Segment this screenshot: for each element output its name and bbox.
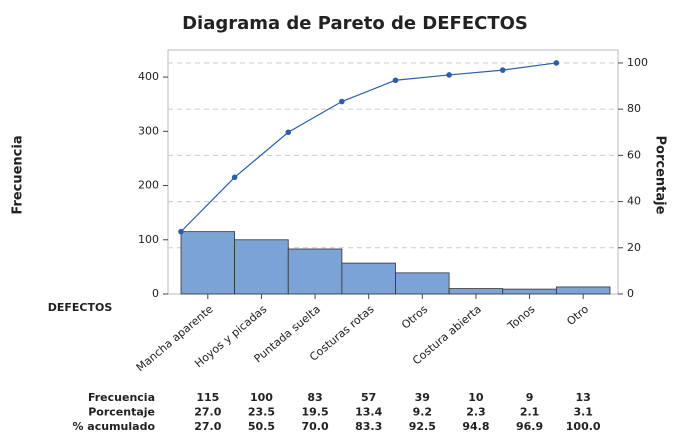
cumulative-point — [178, 228, 184, 235]
y-tick-label: 200 — [138, 179, 159, 192]
table-cell: 50.5 — [248, 420, 275, 433]
bar — [395, 272, 450, 295]
y2-tick-label: 80 — [627, 102, 641, 115]
table-cell: 70.0 — [301, 420, 328, 433]
table-cell: 94.8 — [462, 420, 489, 433]
table-cell: 2.3 — [466, 406, 486, 419]
x-axis-label: DEFECTOS — [48, 301, 113, 314]
chart-title: Diagrama de Pareto de DEFECTOS — [182, 13, 528, 34]
y2-tick-label: 100 — [627, 56, 648, 69]
y2-tick-label: 60 — [627, 148, 641, 161]
table-cell: 83 — [307, 391, 322, 404]
table-cell: 27.0 — [194, 406, 221, 419]
y-axis-label: Frecuencia — [11, 135, 26, 214]
bar — [180, 231, 236, 295]
table-cell: 23.5 — [248, 406, 275, 419]
table-row-label: Porcentaje — [88, 406, 155, 419]
table-row-label: % acumulado — [72, 420, 155, 433]
y-tick-label: 100 — [138, 233, 159, 246]
cumulative-point — [446, 72, 452, 78]
table-cell: 2.1 — [520, 406, 540, 419]
bar — [234, 239, 289, 295]
cumulative-point — [553, 60, 560, 66]
y2-tick-label: 40 — [627, 195, 641, 208]
cumulative-point — [285, 129, 292, 136]
table-cell: 115 — [196, 391, 219, 404]
table-cell: 92.5 — [409, 420, 436, 433]
cumulative-line — [180, 62, 557, 233]
table-cell: 83.3 — [355, 420, 382, 433]
table-cell: 57 — [361, 391, 376, 404]
table-cell: 9 — [526, 391, 534, 404]
cumulative-point — [231, 174, 238, 181]
cumulative-point — [339, 98, 345, 105]
y-tick-label: 300 — [138, 124, 159, 137]
y-tick-label: 400 — [138, 70, 159, 83]
bar — [341, 262, 396, 295]
bar — [287, 248, 343, 295]
table-cell: 9.2 — [413, 406, 433, 419]
y-tick-label: 0 — [152, 287, 159, 300]
cumulative-point — [392, 77, 399, 84]
table-cell: 13.4 — [355, 406, 382, 419]
table-cell: 13 — [576, 391, 591, 404]
y2-axis-label: Porcentaje — [653, 136, 668, 215]
bar — [502, 288, 557, 295]
cumulative-point — [499, 67, 506, 73]
table-cell: 10 — [468, 391, 484, 404]
table-cell: 100.0 — [566, 420, 601, 433]
table-cell: 3.1 — [573, 406, 593, 419]
table-cell: 39 — [415, 391, 430, 404]
table-cell: 96.9 — [516, 420, 543, 433]
bar — [448, 288, 504, 295]
table-cell: 27.0 — [194, 420, 221, 433]
y2-tick-label: 20 — [627, 241, 641, 254]
y2-tick-label: 0 — [627, 287, 634, 300]
table-row-label: Frecuencia — [88, 391, 155, 404]
bar — [555, 286, 611, 295]
table-cell: 100 — [250, 391, 273, 404]
table-cell: 19.5 — [301, 406, 328, 419]
